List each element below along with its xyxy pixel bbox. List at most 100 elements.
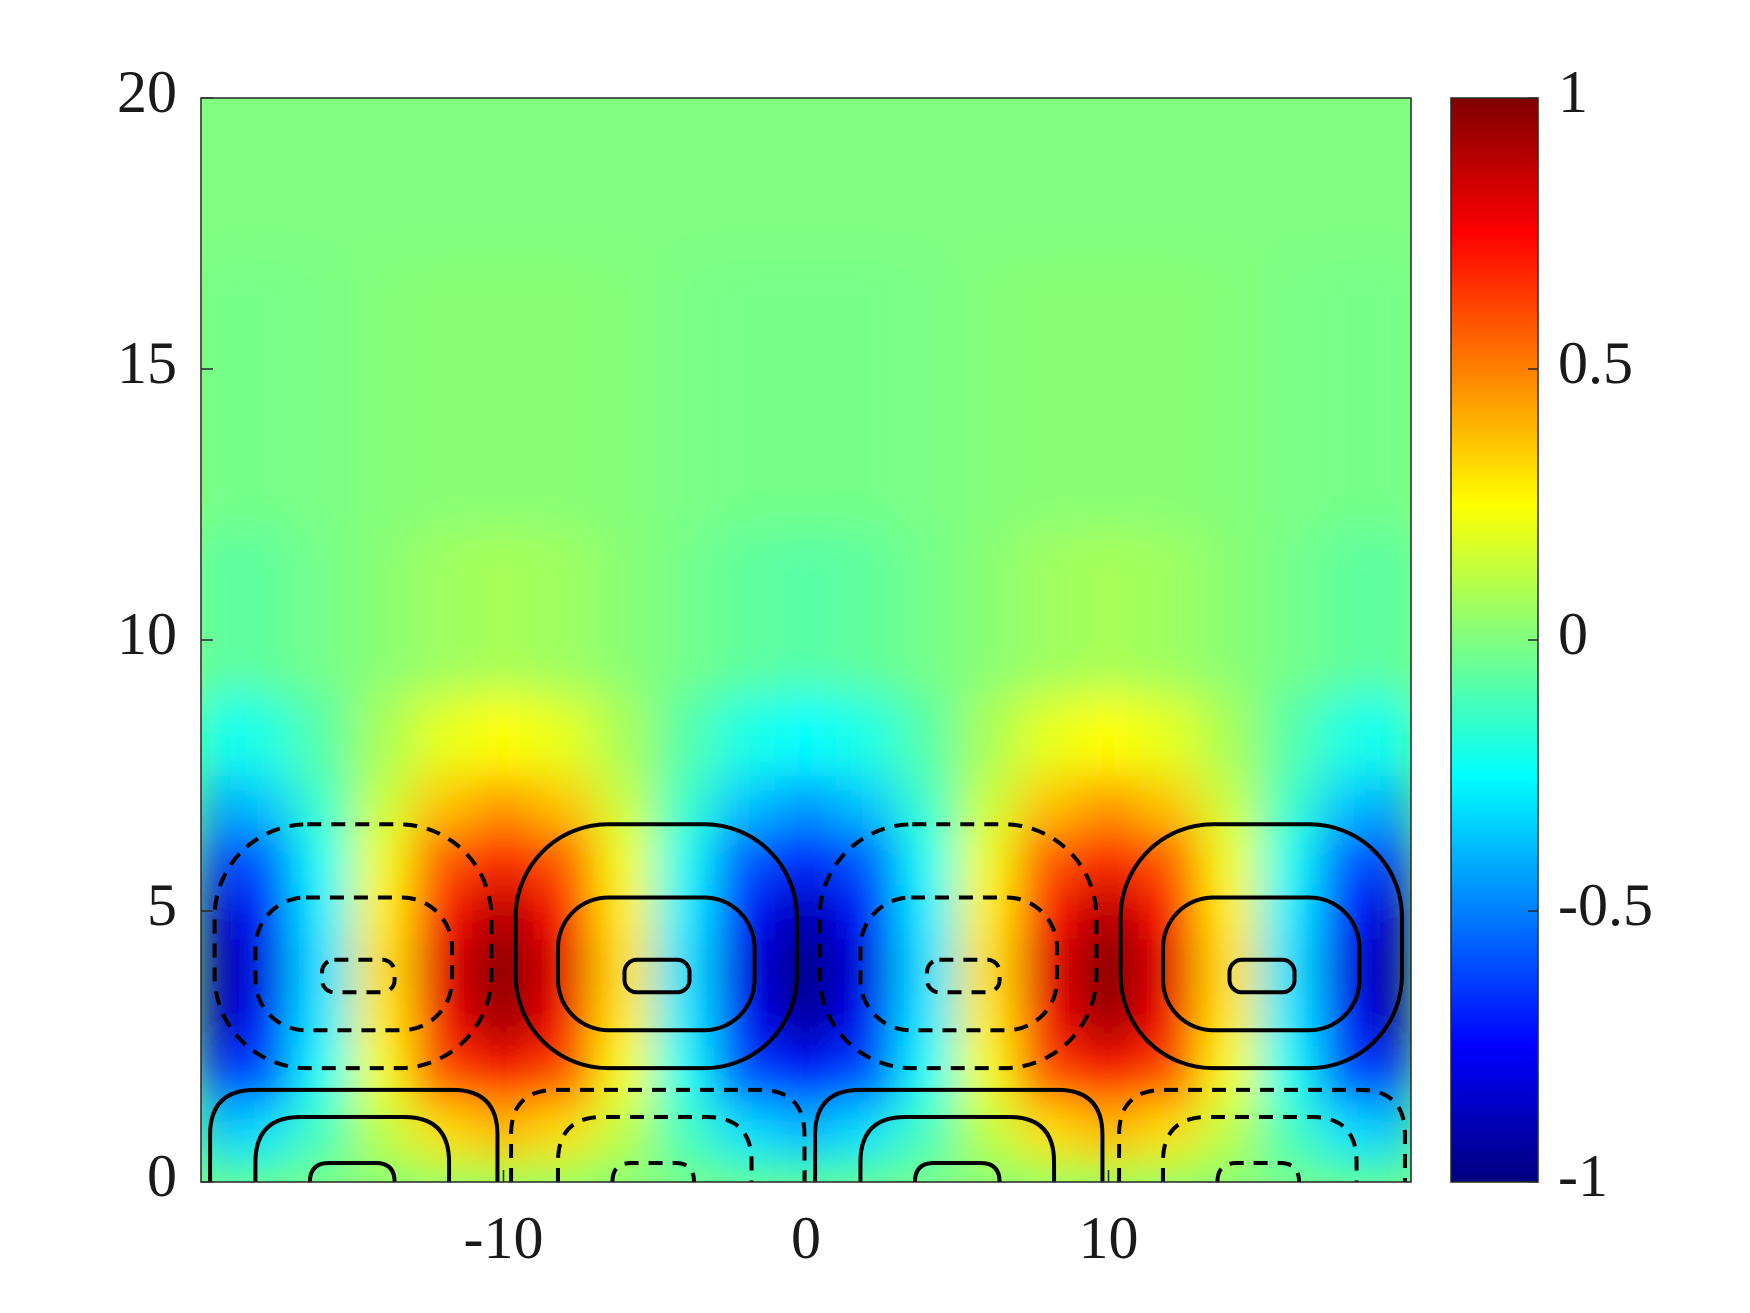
heatmap-cell bbox=[956, 991, 1019, 1047]
heatmap-cell bbox=[896, 531, 958, 695]
heatmap-cell bbox=[351, 531, 414, 695]
heatmap-cell bbox=[593, 98, 656, 262]
heatmap-cell bbox=[1017, 531, 1079, 695]
contour-line bbox=[253, 1114, 452, 1182]
heatmap-cell bbox=[351, 991, 414, 1047]
heatmap-cell bbox=[472, 1046, 535, 1102]
heatmap-cell bbox=[775, 883, 837, 939]
heatmap-cell bbox=[835, 260, 898, 533]
heatmap-cell bbox=[1319, 883, 1382, 939]
heatmap-cell bbox=[201, 1046, 232, 1102]
contour-line bbox=[1117, 1087, 1407, 1182]
contour-lines bbox=[208, 822, 1407, 1182]
heatmap-cell bbox=[1138, 829, 1200, 885]
heatmap-cell bbox=[412, 883, 474, 939]
heatmap-cell bbox=[291, 883, 353, 939]
heatmap-cell bbox=[654, 1100, 716, 1156]
colorbar-tick-label: 0 bbox=[1558, 601, 1588, 667]
heatmap-cell bbox=[1077, 1046, 1140, 1102]
heatmap-cell bbox=[291, 260, 353, 533]
contour-line bbox=[307, 1161, 397, 1182]
heatmap-cell bbox=[1138, 531, 1200, 695]
heatmap-cell bbox=[714, 531, 777, 695]
heatmap-cell bbox=[714, 991, 777, 1047]
heatmap-cell bbox=[1077, 937, 1140, 993]
heatmap-cell bbox=[230, 775, 293, 831]
heatmap-cell bbox=[412, 775, 474, 831]
heatmap-cell bbox=[1259, 1154, 1321, 1182]
heatmap-cell bbox=[896, 775, 958, 831]
heatmap-cell bbox=[1138, 937, 1200, 993]
heatmap-cell bbox=[1198, 531, 1261, 695]
heatmap-cell bbox=[412, 829, 474, 885]
heatmap-cell bbox=[775, 1046, 837, 1102]
heatmap-cell bbox=[654, 883, 716, 939]
heatmap bbox=[201, 98, 1411, 1182]
heatmap-cell bbox=[714, 829, 777, 885]
contour-line bbox=[509, 1087, 807, 1182]
heatmap-cell bbox=[291, 775, 353, 831]
heatmap-cell bbox=[201, 1154, 232, 1182]
heatmap-cell bbox=[1198, 1046, 1261, 1102]
heatmap-cell bbox=[291, 1154, 353, 1182]
contour-line bbox=[817, 822, 1099, 1071]
y-tick-label: 0 bbox=[147, 1143, 177, 1209]
heatmap-cell bbox=[593, 775, 656, 831]
y-tick-label: 20 bbox=[117, 59, 177, 125]
contour-line bbox=[555, 895, 757, 1033]
heatmap-cell bbox=[291, 98, 353, 262]
heatmap-cell bbox=[1017, 775, 1079, 831]
heatmap-cell bbox=[896, 1100, 958, 1156]
heatmap-cell bbox=[1077, 693, 1140, 776]
heatmap-cell bbox=[533, 937, 595, 993]
heatmap-cell bbox=[291, 991, 353, 1047]
heatmap-cell bbox=[654, 260, 716, 533]
heatmap-cell bbox=[654, 1046, 716, 1102]
heatmap-cell bbox=[1319, 775, 1382, 831]
heatmap-cell bbox=[1319, 260, 1382, 533]
heatmap-cell bbox=[714, 1046, 777, 1102]
heatmap-cell bbox=[1319, 1046, 1382, 1102]
contour-line bbox=[1160, 895, 1362, 1033]
heatmap-cell bbox=[351, 937, 414, 993]
heatmap-cell bbox=[654, 775, 716, 831]
heatmap-cell bbox=[593, 829, 656, 885]
heatmap-cell bbox=[472, 260, 535, 533]
heatmap-cell bbox=[775, 937, 837, 993]
heatmap-cell bbox=[291, 693, 353, 776]
heatmap-cell bbox=[472, 937, 535, 993]
heatmap-cell bbox=[775, 775, 837, 831]
heatmap-cell bbox=[291, 829, 353, 885]
heatmap-cell bbox=[714, 98, 777, 262]
heatmap-cell bbox=[835, 531, 898, 695]
heatmap-cell bbox=[472, 883, 535, 939]
heatmap-cell bbox=[351, 1046, 414, 1102]
heatmap-cell bbox=[1017, 829, 1079, 885]
heatmap-cell bbox=[1138, 1154, 1200, 1182]
heatmap-cell bbox=[1380, 531, 1411, 695]
heatmap-cell bbox=[1319, 991, 1382, 1047]
heatmap-cell bbox=[351, 775, 414, 831]
heatmap-cell bbox=[1017, 693, 1079, 776]
heatmap-cell bbox=[533, 829, 595, 885]
heatmap-cell bbox=[1259, 693, 1321, 776]
heatmap-cell bbox=[1138, 260, 1200, 533]
heatmap-cell bbox=[896, 260, 958, 533]
heatmap-cell bbox=[593, 693, 656, 776]
heatmap-cell bbox=[654, 829, 716, 885]
heatmap-cell bbox=[1380, 98, 1411, 262]
heatmap-cell bbox=[654, 1154, 716, 1182]
heatmap-cell bbox=[835, 829, 898, 885]
contour-line bbox=[610, 1161, 697, 1182]
heatmap-cell bbox=[1198, 260, 1261, 533]
heatmap-cell bbox=[1138, 775, 1200, 831]
heatmap-cell bbox=[956, 883, 1019, 939]
heatmap-cell bbox=[1017, 1154, 1079, 1182]
heatmap-cell bbox=[1319, 1100, 1382, 1156]
contour-line bbox=[1215, 1161, 1302, 1182]
heatmap-cell bbox=[896, 693, 958, 776]
heatmap-cell bbox=[291, 531, 353, 695]
heatmap-cell bbox=[654, 98, 716, 262]
heatmap-cell bbox=[1259, 260, 1321, 533]
